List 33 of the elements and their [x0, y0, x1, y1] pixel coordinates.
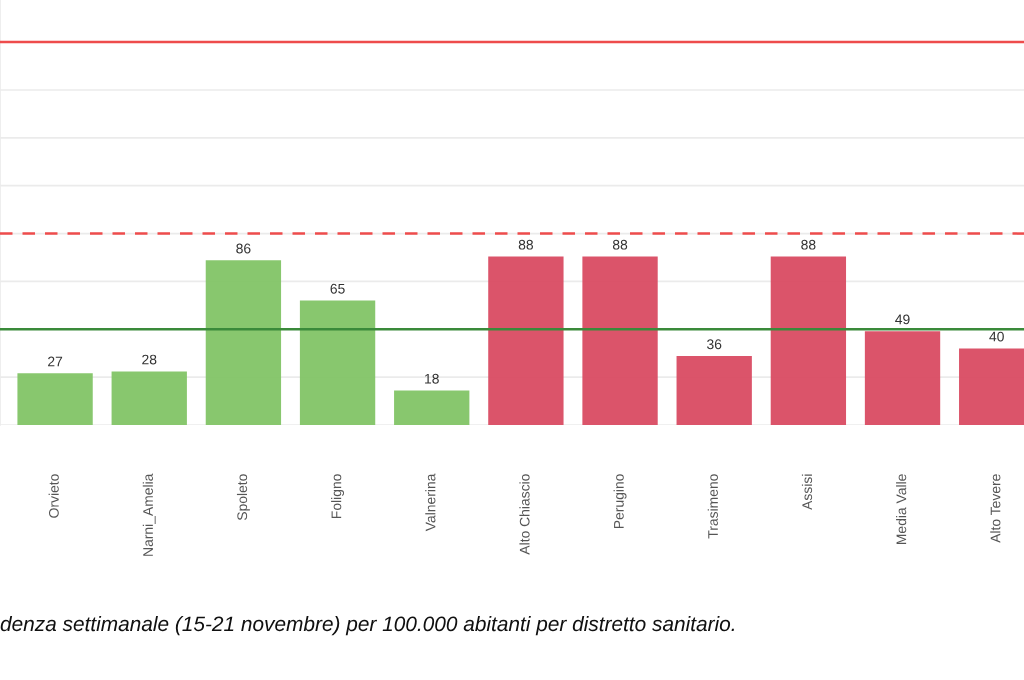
x-tick-label: Perugino [613, 474, 627, 529]
bar [770, 256, 847, 425]
data-label: 18 [425, 373, 439, 384]
text: denza settimanale (15-21 novembre) per 100.000 abitanti per distretto sanitario. [0, 615, 734, 636]
data-label: 49 [895, 314, 910, 325]
bar [111, 371, 187, 425]
x-tick-label: Trasimeno [707, 474, 718, 539]
bar [488, 256, 564, 425]
x-tick-label: Narni_Amelia [142, 473, 156, 556]
x-tick-label: Assisi [801, 474, 813, 510]
data-label: 40 [989, 331, 1004, 342]
bar [394, 390, 470, 425]
data-label: 88 [801, 239, 816, 250]
x-tick-label: Valnerina [425, 473, 436, 532]
x-tick-label: Alto Tevere [990, 474, 1001, 543]
bar [299, 300, 376, 425]
data-label: 65 [330, 283, 345, 294]
bar [582, 256, 658, 425]
x-tick-label: Alto Chiascio [519, 474, 530, 555]
data-label: 27 [48, 356, 63, 367]
data-label: 88 [518, 239, 534, 250]
bar [17, 373, 93, 425]
x-tick-label: Foligno [331, 474, 345, 519]
x-tick-label: Spoleto [236, 474, 250, 521]
bar [864, 331, 941, 425]
bar [676, 356, 752, 425]
x-tick-label: Media Valle [896, 474, 907, 545]
data-label: 86 [236, 243, 251, 254]
data-label: 88 [612, 239, 628, 250]
x-tick-label: Orvieto [48, 474, 59, 518]
data-label: 28 [142, 354, 157, 365]
bar [205, 260, 282, 425]
data-label: 36 [707, 339, 722, 350]
